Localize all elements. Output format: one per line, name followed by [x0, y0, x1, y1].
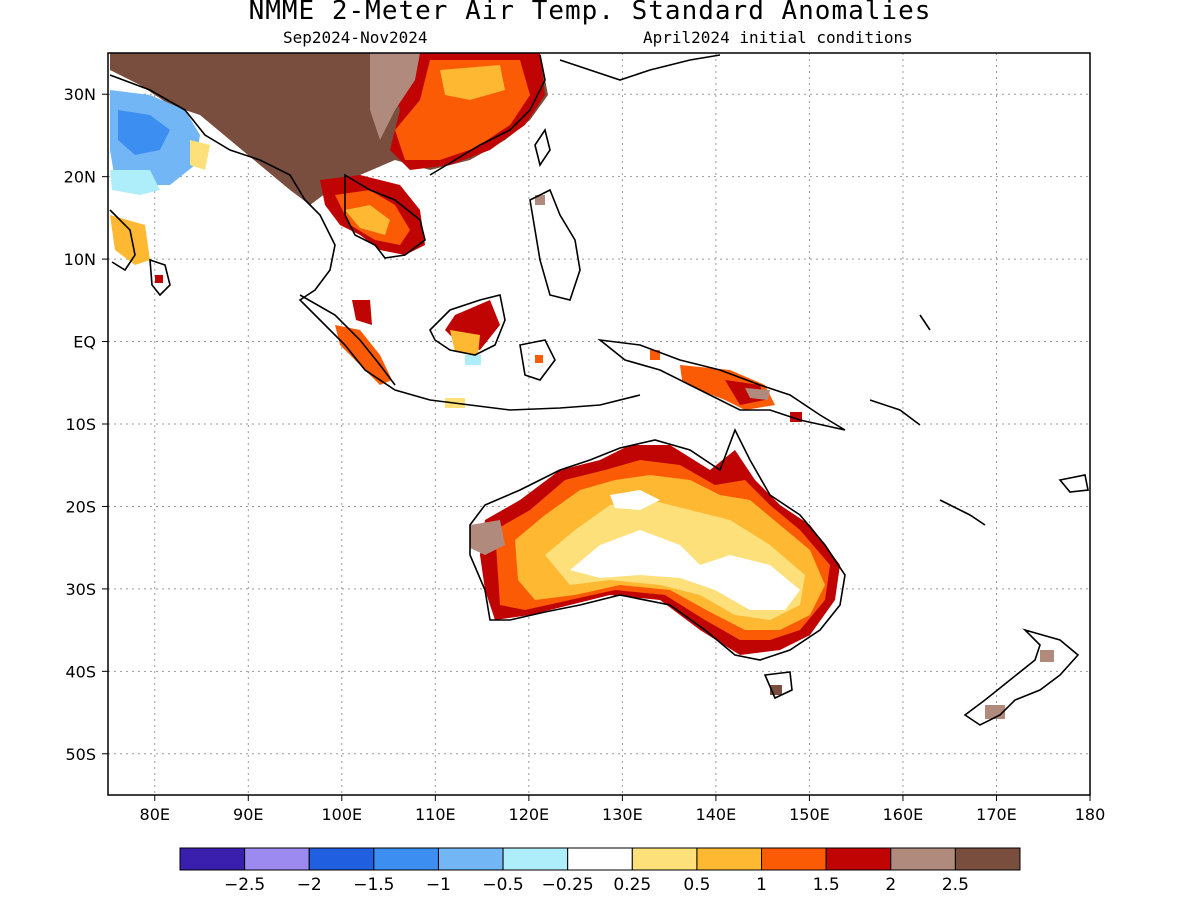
initial-conditions: April2024 initial conditions: [643, 28, 913, 47]
colorbar-swatch: [437, 847, 504, 871]
graticule: [108, 53, 1091, 795]
colorbar-tick-label: −1: [426, 875, 451, 895]
colorbar-swatch: [567, 847, 633, 871]
longitude-tick-label: 130E: [602, 805, 643, 824]
longitude-tick-label: 100E: [321, 805, 362, 824]
longitude-tick-label: 110E: [415, 805, 456, 824]
colorbar-tick-label: 0.25: [613, 875, 651, 895]
latitude-tick-label: 20S: [65, 497, 96, 516]
latitude-tick-label: 10S: [65, 415, 96, 434]
latitude-tick-label: EQ: [73, 333, 96, 352]
longitude-labels: 80E 90E 100E 110E 120E 130E 140E 150E 160E 170E 18…: [140, 795, 1106, 824]
colorbar-swatch: [308, 847, 375, 871]
colorbar-swatch: [954, 847, 1021, 871]
anomaly-shading: [110, 53, 1054, 719]
colorbar-swatch: [761, 847, 827, 871]
longitude-tick-label: 180: [1075, 805, 1106, 824]
colorbar-swatch: [696, 847, 763, 871]
latitude-tick-label: 10N: [64, 250, 96, 269]
longitude-tick-label: 80E: [140, 805, 170, 824]
colorbar: [179, 847, 1021, 871]
colorbar-tick-label: 2: [885, 875, 896, 895]
longitude-tick-label: 140E: [696, 805, 737, 824]
latitude-tick-label: 20N: [64, 168, 96, 187]
colorbar-swatch: [825, 847, 892, 871]
colorbar-swatch: [890, 847, 956, 871]
longitude-tick-label: 120E: [509, 805, 550, 824]
longitude-tick-label: 150E: [789, 805, 830, 824]
latitude-tick-label: 50S: [65, 745, 96, 764]
latitude-tick-label: 30N: [64, 85, 96, 104]
colorbar-tick-label: −0.25: [542, 875, 594, 895]
colorbar-tick-label: 1.5: [813, 875, 840, 895]
latitude-labels: 30N 20N 10N EQ 10S 20S 30S 40S 50S: [64, 85, 108, 764]
colorbar-swatch: [502, 847, 569, 871]
forecast-period: Sep2024-Nov2024: [283, 28, 428, 47]
longitude-tick-label: 160E: [883, 805, 924, 824]
latitude-tick-label: 40S: [65, 662, 96, 681]
longitude-tick-label: 90E: [233, 805, 263, 824]
colorbar-labels: −2.5 −2 −1.5 −1 −0.5 −0.25 0.25 0.5 1 1.5 2 2.5: [224, 875, 969, 895]
colorbar-tick-label: −2.5: [224, 875, 265, 895]
colorbar-tick-label: −2: [297, 875, 322, 895]
coastlines: [109, 54, 1089, 726]
latitude-tick-label: 30S: [65, 580, 96, 599]
longitude-tick-label: 170E: [976, 805, 1017, 824]
colorbar-tick-label: 1: [756, 875, 767, 895]
colorbar-swatch: [373, 847, 439, 871]
colorbar-swatch: [244, 847, 310, 871]
map-title: NMME 2-Meter Air Temp. Standard Anomalie…: [248, 0, 932, 26]
colorbar-tick-label: −0.5: [482, 875, 523, 895]
colorbar-tick-label: 2.5: [942, 875, 969, 895]
colorbar-swatch: [179, 847, 246, 871]
colorbar-swatch: [631, 847, 698, 871]
colorbar-tick-label: 0.5: [683, 875, 710, 895]
colorbar-tick-label: −1.5: [353, 875, 394, 895]
